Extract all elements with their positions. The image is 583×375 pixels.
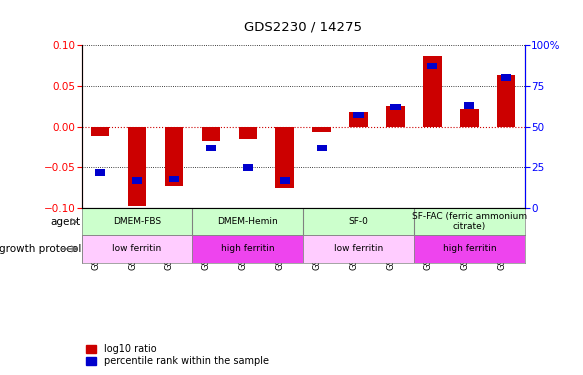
- Bar: [202, 127, 220, 141]
- Bar: [95, 169, 105, 176]
- Bar: [497, 75, 515, 127]
- Text: GSM81961: GSM81961: [91, 224, 100, 270]
- Legend: log10 ratio, percentile rank within the sample: log10 ratio, percentile rank within the …: [86, 344, 269, 366]
- Text: DMEM-FBS: DMEM-FBS: [113, 217, 161, 226]
- Bar: [414, 236, 525, 262]
- Bar: [317, 144, 326, 151]
- Bar: [243, 164, 253, 171]
- Text: GSM81968: GSM81968: [350, 224, 359, 270]
- Text: GSM81963: GSM81963: [165, 224, 174, 270]
- Bar: [169, 176, 179, 182]
- Text: high ferritin: high ferritin: [221, 244, 275, 254]
- Bar: [303, 236, 414, 262]
- Bar: [391, 104, 401, 110]
- Text: GSM81971: GSM81971: [461, 224, 469, 270]
- Bar: [128, 127, 146, 206]
- Text: GSM81972: GSM81972: [497, 224, 506, 270]
- Bar: [206, 144, 216, 151]
- Text: DMEM-Hemin: DMEM-Hemin: [217, 217, 278, 226]
- Bar: [349, 112, 368, 127]
- Text: GSM81964: GSM81964: [202, 224, 211, 270]
- Bar: [132, 177, 142, 184]
- Text: SF-FAC (ferric ammonium
citrate): SF-FAC (ferric ammonium citrate): [412, 212, 527, 231]
- Bar: [91, 127, 110, 136]
- Text: growth protocol: growth protocol: [0, 244, 81, 254]
- Bar: [460, 109, 479, 127]
- Bar: [464, 102, 475, 109]
- Bar: [280, 177, 290, 184]
- Text: SF-0: SF-0: [349, 217, 368, 226]
- Text: GSM81962: GSM81962: [128, 224, 137, 270]
- Bar: [164, 127, 183, 186]
- Text: GSM81967: GSM81967: [312, 224, 322, 270]
- Text: GSM81966: GSM81966: [276, 224, 285, 270]
- Text: low ferritin: low ferritin: [113, 244, 161, 254]
- Text: high ferritin: high ferritin: [442, 244, 496, 254]
- Bar: [427, 63, 437, 69]
- Text: low ferritin: low ferritin: [334, 244, 383, 254]
- Bar: [192, 236, 303, 262]
- Bar: [82, 236, 192, 262]
- Bar: [275, 127, 294, 188]
- Text: agent: agent: [51, 217, 81, 227]
- Text: GDS2230 / 14275: GDS2230 / 14275: [244, 21, 362, 34]
- Text: GSM81969: GSM81969: [387, 224, 395, 270]
- Bar: [501, 74, 511, 81]
- Text: GSM81965: GSM81965: [239, 224, 248, 270]
- Bar: [386, 106, 405, 127]
- Bar: [353, 112, 364, 118]
- Bar: [423, 56, 442, 127]
- Bar: [312, 127, 331, 132]
- Bar: [238, 127, 257, 139]
- Text: GSM81970: GSM81970: [423, 224, 433, 270]
